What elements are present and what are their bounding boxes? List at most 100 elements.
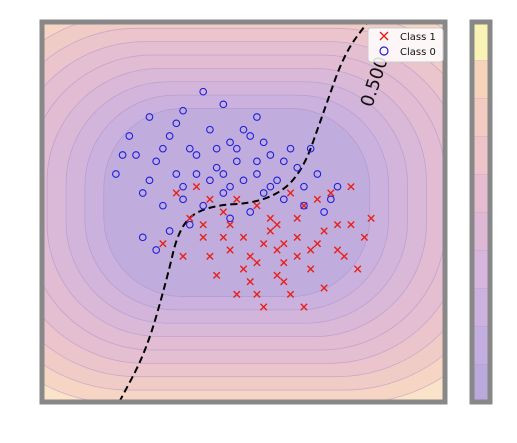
point-class-1 (172, 189, 181, 197)
point-class-0 (300, 201, 308, 210)
point-stroke (293, 252, 301, 261)
point-stroke (233, 290, 241, 299)
point-stroke (333, 220, 342, 229)
point-class-0 (212, 144, 221, 153)
point-stroke (313, 195, 322, 204)
point-class-0 (300, 182, 308, 191)
point-stroke (327, 189, 335, 197)
point-class-1 (219, 208, 228, 216)
colorbar-frame (469, 19, 493, 405)
plot-frame (39, 19, 448, 405)
point-stroke (347, 220, 355, 229)
point-stroke (367, 214, 375, 223)
point-class-0 (172, 170, 181, 178)
point-class-1 (246, 252, 254, 261)
point-class-0 (266, 151, 275, 159)
point-class-1 (347, 220, 355, 229)
point-class-0 (165, 132, 174, 140)
point-class-1 (360, 233, 369, 242)
point-stroke (192, 182, 201, 191)
decision-boundary-line (118, 22, 369, 402)
point-class-0 (219, 189, 228, 197)
point-class-1 (280, 277, 288, 286)
point-class-1 (333, 246, 342, 254)
point-class-0 (212, 163, 221, 172)
point-class-0 (306, 144, 315, 153)
colorbar-segments (471, 21, 491, 403)
point-class-1 (233, 290, 241, 299)
point-class-1 (313, 195, 322, 204)
point-stroke (300, 303, 308, 311)
point-stroke (246, 277, 254, 286)
point-stroke (333, 246, 342, 254)
point-class-1 (259, 239, 268, 248)
point-class-0 (159, 201, 167, 210)
point-class-0 (159, 144, 167, 153)
point-class-0 (246, 208, 255, 216)
point-class-0 (266, 182, 275, 191)
point-class-1 (293, 252, 301, 261)
point-stroke (226, 246, 234, 254)
legend: Class 1 Class 0 (367, 27, 444, 63)
colorbar-segment (471, 211, 491, 251)
point-class-0 (219, 170, 228, 178)
point-class-0 (199, 87, 208, 96)
point-class-1 (293, 233, 301, 242)
point-stroke (239, 233, 248, 242)
point-class-0 (206, 125, 214, 134)
point-stroke (172, 189, 181, 197)
point-class-1 (186, 214, 194, 223)
point-stroke (206, 195, 214, 204)
colorbar-segment (471, 21, 491, 61)
probability-contours (42, 22, 445, 402)
point-stroke (273, 220, 281, 229)
point-class-1 (199, 220, 207, 229)
point-stroke (286, 189, 295, 197)
point-class-0 (152, 157, 161, 166)
colorbar-segment (471, 135, 491, 175)
point-class-0 (132, 151, 140, 159)
point-stroke (253, 258, 261, 267)
scatter-points-layer (112, 87, 375, 311)
point-stroke (186, 214, 194, 223)
point-stroke (212, 271, 221, 280)
point-class-0 (118, 151, 127, 159)
colorbar-segment (471, 363, 491, 403)
point-class-1 (273, 271, 281, 280)
point-class-1 (239, 233, 248, 242)
point-stroke (199, 233, 207, 242)
point-stroke (233, 195, 241, 204)
point-class-1 (286, 290, 295, 299)
point-class-0 (239, 176, 248, 185)
point-class-1 (253, 290, 261, 299)
colorbar-segment (471, 97, 491, 137)
point-class-0 (326, 195, 335, 204)
point-class-0 (192, 151, 201, 159)
point-class-0 (219, 100, 228, 109)
point-class-0 (333, 182, 342, 191)
point-class-1 (192, 182, 201, 191)
point-class-0 (179, 106, 187, 115)
point-class-1 (199, 233, 207, 242)
point-class-1 (293, 214, 301, 223)
point-stroke (206, 252, 214, 261)
point-stroke (266, 227, 275, 235)
point-class-1 (313, 239, 322, 248)
point-stroke (273, 271, 281, 280)
point-class-1 (266, 227, 275, 235)
point-stroke (293, 233, 301, 242)
point-class-1 (273, 246, 281, 254)
point-stroke (246, 252, 254, 261)
contour-ring (103, 108, 371, 297)
point-stroke (280, 277, 288, 286)
point-class-0 (226, 214, 234, 223)
point-class-0 (253, 157, 261, 166)
point-stroke (199, 220, 207, 229)
colorbar-segment (471, 325, 491, 365)
point-class-1 (320, 284, 328, 292)
legend-marker-class-0 (379, 46, 389, 56)
point-stroke (353, 265, 362, 273)
point-class-1 (367, 214, 375, 223)
point-class-1 (327, 189, 335, 197)
